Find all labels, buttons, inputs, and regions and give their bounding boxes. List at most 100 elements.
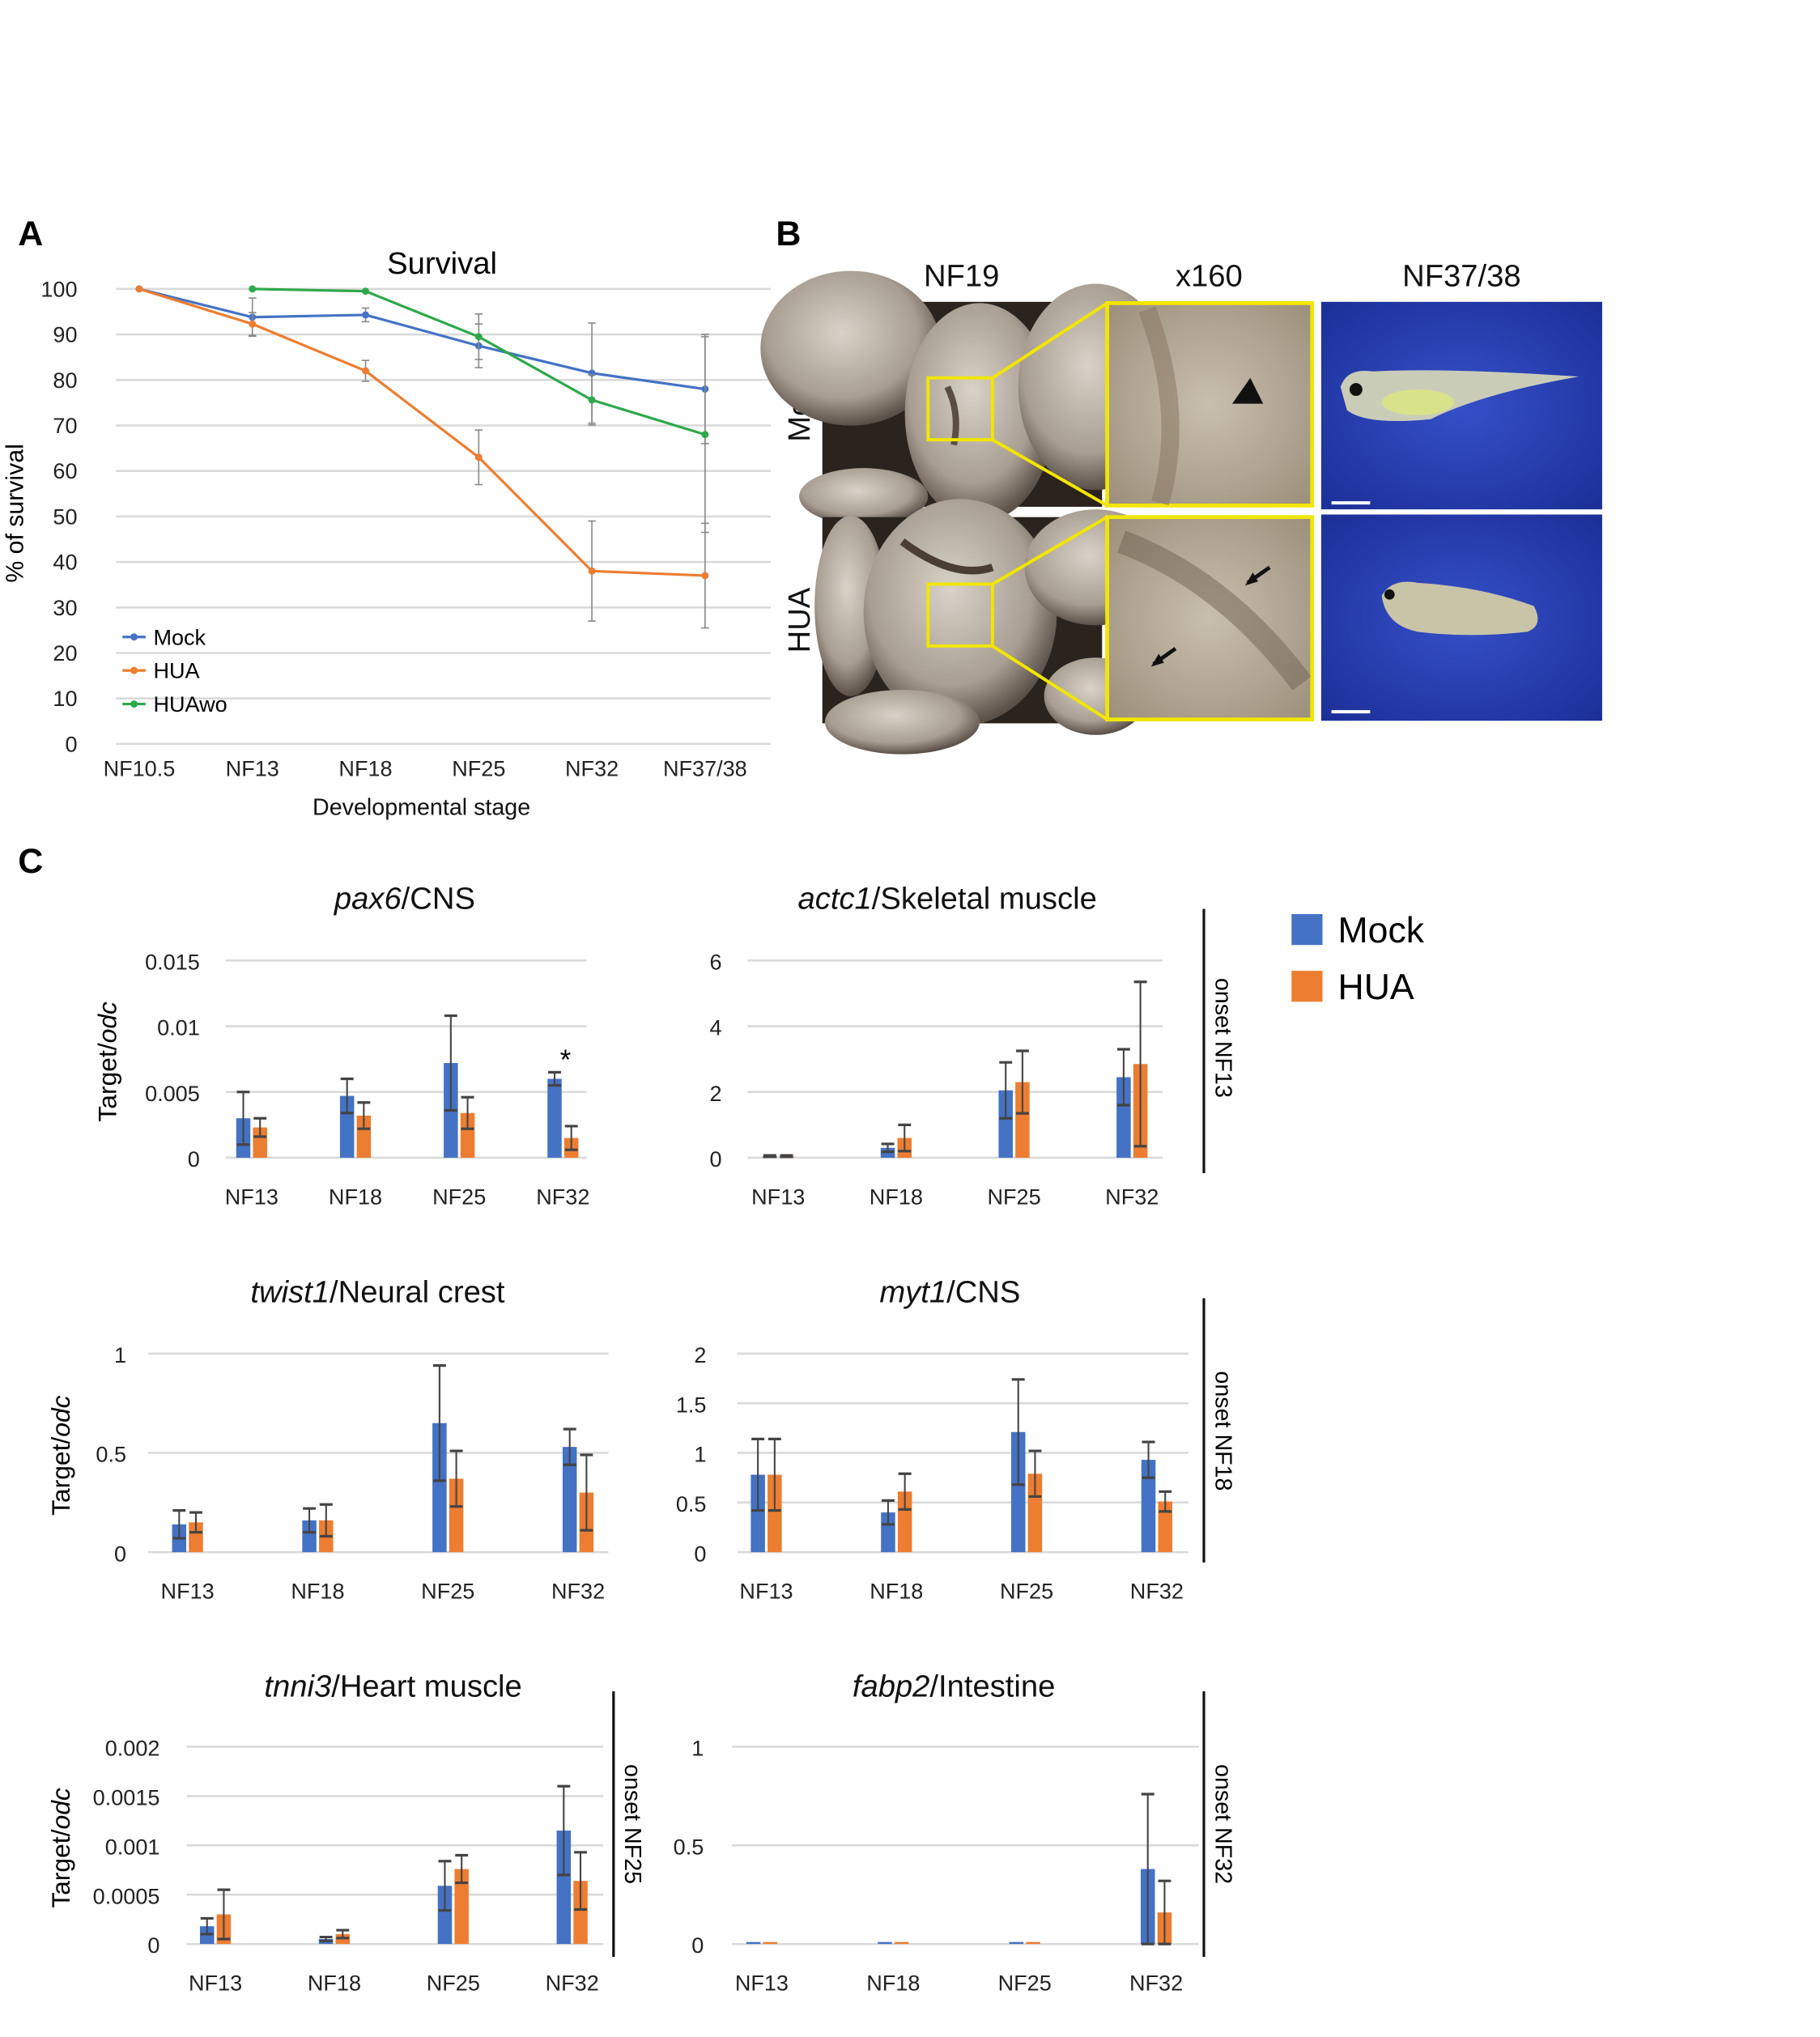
legend-marker [130, 700, 138, 708]
bar-mock [437, 1886, 453, 1945]
bar-hua [1015, 1082, 1030, 1158]
chart-title: Survival [387, 246, 497, 281]
y-tick-label: 0 [114, 1542, 126, 1566]
y-axis-label-target: Target/ [92, 1043, 121, 1121]
y-tick-label: 1 [691, 1737, 704, 1761]
panel-c-legend: Mock HUA [1291, 911, 1425, 1007]
x-tick-label: NF18 [870, 1579, 923, 1603]
data-point [474, 333, 483, 341]
bar-mock [562, 1447, 577, 1553]
x-tick-label: NF32 [546, 1971, 599, 1995]
chart-title-gene: fabp2 [853, 1669, 930, 1703]
y-tick-label: 100 [40, 277, 77, 301]
x-tick-label: NF18 [338, 757, 392, 781]
y-tick-label: 0.015 [145, 950, 200, 975]
y-tick-label: 0.005 [145, 1082, 200, 1106]
chart-title: pax6/CNS [334, 882, 475, 916]
y-tick-label: 0.002 [105, 1737, 160, 1761]
y-tick-label: 0.01 [157, 1016, 200, 1040]
data-point [135, 285, 143, 293]
bar-chart-actc1: actc1/Skeletal muscle 0 2 4 6 NF13 NF18 NF25 NF3… [710, 882, 1236, 1210]
y-tick-label: 1 [694, 1443, 706, 1467]
x-tick-label: NF32 [551, 1579, 605, 1603]
x-tick-label: NF18 [291, 1579, 344, 1603]
legend-marker [130, 633, 138, 641]
y-tick-label: 0.5 [674, 1835, 704, 1859]
chart-title-gene: tnni3 [264, 1669, 331, 1703]
panel-letter-a: A [18, 215, 43, 253]
y-tick-label: 0.0015 [93, 1786, 160, 1810]
chart-title-gene: twist1 [250, 1274, 330, 1309]
y-axis-label-odc: odc [46, 1788, 75, 1829]
chart-title-tissue: /Heart muscle [331, 1669, 522, 1703]
data-point [362, 287, 369, 296]
y-axis-label: % of survival [2, 444, 29, 582]
legend-label: HUA [153, 659, 199, 683]
bar-hua [189, 1522, 203, 1553]
y-tick-label: 0.001 [105, 1835, 160, 1859]
gene-expression-charts: pax6/CNS 0 0.005 0.01 0.015 NF13 NF18 NF25 NF32 *… [46, 882, 1235, 1996]
x-tick-label: NF13 [751, 1184, 805, 1209]
bar-hua [356, 1115, 372, 1158]
bar-mock [556, 1831, 572, 1945]
chart-title: tnni3/Heart muscle [264, 1669, 521, 1703]
x-tick-label: NF13 [739, 1579, 793, 1603]
y-tick-label: 90 [53, 323, 77, 347]
y-axis-label-odc: odc [92, 1001, 121, 1043]
y-tick-label: 0 [691, 1933, 704, 1958]
column-header-nf37-38: NF37/38 [1402, 259, 1520, 294]
hua-nf37-38-photo [1320, 514, 1602, 721]
data-point [701, 572, 709, 580]
y-tick-label: 0.0005 [93, 1884, 160, 1908]
y-axis-label: Target/odc [92, 1001, 121, 1122]
y-axis-label: Target/odc [46, 1395, 75, 1516]
bar-mock [432, 1422, 447, 1553]
y-tick-label: 0.5 [676, 1492, 707, 1516]
x-tick-label: NF32 [1130, 1579, 1184, 1603]
y-axis-label-odc: odc [46, 1395, 75, 1436]
y-tick-label: 1 [114, 1343, 126, 1367]
y-tick-label: 0 [65, 732, 77, 756]
onset-label: onset NF25 [619, 1764, 645, 1884]
chart-title: actc1/Skeletal muscle [798, 882, 1097, 916]
bar-hua [763, 1941, 778, 1945]
x-tick-label: NF18 [866, 1971, 920, 1995]
bar-chart-fabp2: fabp2/Intestine 0 0.5 1 NF13 NF18 NF25 NF32 onse… [674, 1669, 1236, 1995]
bar-mock [746, 1941, 761, 1945]
chart-title-tissue: /Intestine [929, 1669, 1055, 1703]
y-tick-label: 2 [710, 1082, 722, 1106]
x-tick-label: NF25 [987, 1184, 1040, 1209]
y-tick-label: 50 [53, 504, 77, 529]
bar-chart-pax6: pax6/CNS 0 0.005 0.01 0.015 NF13 NF18 NF25 NF32 *… [92, 882, 589, 1210]
chart-title-tissue: /Neural crest [330, 1274, 505, 1309]
bar-mock [751, 1474, 765, 1553]
bar-hua [894, 1941, 909, 1945]
bar-hua [253, 1127, 267, 1158]
data-point [362, 367, 369, 375]
y-tick-label: 0 [694, 1542, 706, 1566]
legend-label-mock: Mock [1338, 911, 1425, 950]
bar-hua [897, 1491, 912, 1553]
x-tick-label: NF25 [421, 1579, 474, 1603]
bar-mock [547, 1078, 562, 1158]
hua-x160-photo [1105, 515, 1315, 722]
chart-title-tissue: /CNS [402, 882, 475, 916]
column-header-nf19: NF19 [924, 259, 999, 294]
data-point [588, 396, 596, 404]
bar-hua [1026, 1941, 1040, 1945]
chart-title-tissue: /CNS [946, 1274, 1020, 1309]
panel-b-images: NF19 x160 NF37/38 Mock HUA [760, 259, 1602, 755]
y-tick-label: 30 [53, 596, 77, 620]
chart-title-gene: pax6 [334, 882, 402, 916]
y-axis-label: Target/odc [46, 1788, 75, 1908]
series-line-hua [138, 287, 705, 577]
y-axis-label-target: Target/ [46, 1437, 75, 1516]
y-tick-label: 0 [188, 1147, 200, 1172]
y-tick-label: 0.5 [96, 1443, 126, 1467]
bar-hua [460, 1112, 475, 1158]
x-tick-label: NF18 [329, 1184, 382, 1209]
bar-hua [768, 1474, 782, 1553]
x-tick-label: NF32 [565, 757, 619, 781]
bar-hua [1158, 1501, 1172, 1553]
